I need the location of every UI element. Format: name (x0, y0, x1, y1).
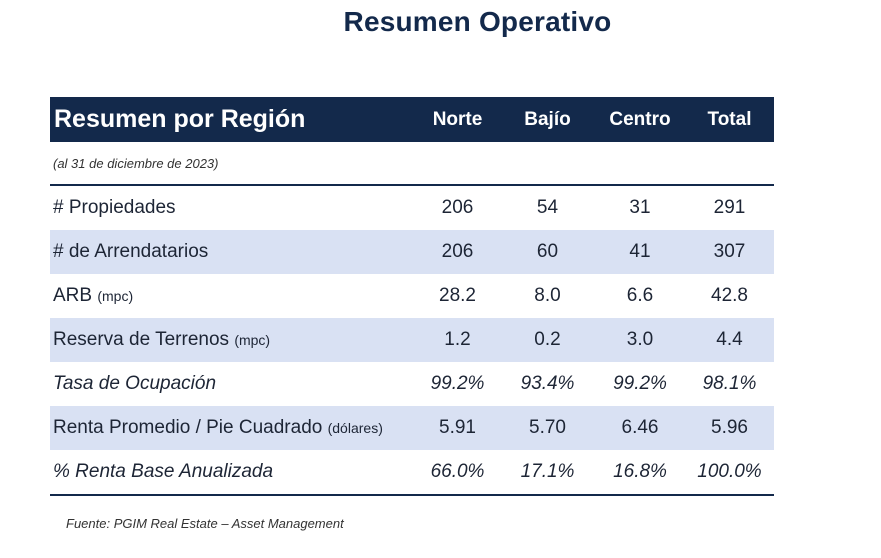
cell-bajio: 8.0 (534, 285, 561, 306)
cell-norte: 5.91 (439, 417, 476, 438)
row-label: ARB (mpc) (53, 285, 134, 306)
column-header-bajio: Bajío (524, 108, 571, 130)
column-header-centro: Centro (609, 108, 671, 130)
table-row-reserva-terrenos: Reserva de Terrenos (mpc) 1.2 0.2 3.0 4.… (50, 318, 774, 362)
cell-centro: 6.6 (626, 285, 654, 306)
cell-total: 100.0% (697, 461, 762, 482)
row-label: Tasa de Ocupación (53, 373, 217, 394)
cell-centro: 3.0 (626, 329, 654, 350)
cell-norte: 1.2 (444, 329, 471, 350)
source-note: Fuente: PGIM Real Estate – Asset Managem… (66, 516, 344, 531)
row-label: Renta Promedio / Pie Cuadrado (dólares) (53, 417, 383, 438)
cell-total: 42.8 (711, 285, 748, 306)
region-summary-table: Resumen por Región Norte Bajío Centro To… (50, 97, 774, 496)
cell-total: 4.4 (716, 329, 743, 350)
table-row-tasa-ocupacion: Tasa de Ocupación 99.2% 93.4% 99.2% 98.1… (50, 362, 774, 406)
row-unit: (mpc) (234, 332, 271, 348)
cell-centro: 6.46 (621, 417, 659, 438)
row-label: # de Arrendatarios (53, 241, 209, 262)
page-title: Resumen Operativo (343, 6, 612, 37)
table-row-renta-base: % Renta Base Anualizada 66.0% 17.1% 16.8… (50, 450, 774, 496)
row-label: % Renta Base Anualizada (53, 461, 274, 482)
cell-norte: 28.2 (439, 285, 476, 306)
cell-norte: 206 (441, 241, 474, 262)
row-unit: (dólares) (327, 420, 383, 436)
table-row-propiedades: # Propiedades 206 54 31 291 (50, 186, 774, 230)
cell-total: 307 (713, 241, 746, 262)
cell-total: 98.1% (702, 373, 757, 394)
column-header-norte: Norte (432, 108, 483, 130)
row-unit: (mpc) (97, 288, 134, 304)
row-label: Reserva de Terrenos (mpc) (53, 329, 271, 350)
table-header-label: Resumen por Región (54, 105, 306, 133)
cell-bajio: 0.2 (534, 329, 561, 350)
table-header: Resumen por Región Norte Bajío Centro To… (50, 97, 774, 142)
column-header-total: Total (707, 108, 752, 130)
cell-centro: 16.8% (613, 461, 667, 482)
cell-bajio: 60 (536, 241, 559, 262)
cell-bajio: 5.70 (529, 417, 566, 438)
cell-bajio: 17.1% (520, 461, 575, 482)
cell-centro: 41 (629, 241, 651, 262)
cell-norte: 206 (441, 197, 474, 218)
cell-bajio: 54 (536, 197, 559, 218)
cell-centro: 31 (629, 197, 651, 218)
cell-total: 291 (713, 197, 746, 218)
row-label: # Propiedades (53, 197, 176, 218)
table-row-renta-promedio: Renta Promedio / Pie Cuadrado (dólares) … (50, 406, 774, 450)
cell-norte: 66.0% (430, 461, 485, 482)
cell-norte: 99.2% (430, 373, 485, 394)
table-date-note: (al 31 de diciembre de 2023) (50, 142, 774, 186)
cell-bajio: 93.4% (520, 373, 575, 394)
table-row-arb: ARB (mpc) 28.2 8.0 6.6 42.8 (50, 274, 774, 318)
cell-centro: 99.2% (613, 373, 667, 394)
cell-total: 5.96 (711, 417, 748, 438)
table-row-arrendatarios: # de Arrendatarios 206 60 41 307 (50, 230, 774, 274)
